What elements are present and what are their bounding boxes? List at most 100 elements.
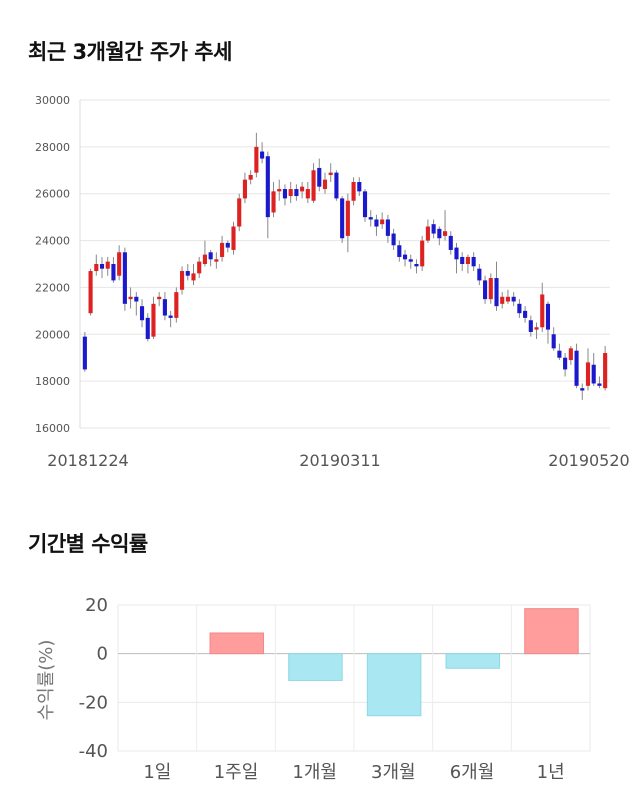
candle-body — [597, 383, 602, 386]
candle-body — [408, 259, 413, 262]
candle-body — [442, 231, 448, 236]
return-bar — [209, 632, 265, 655]
y-tick-label: 0 — [97, 644, 108, 665]
candle-body — [185, 271, 190, 276]
candle-body — [494, 278, 499, 307]
candle-body — [139, 306, 145, 321]
candle-body — [380, 219, 385, 225]
candle-body — [271, 191, 276, 213]
candle-body — [574, 350, 579, 386]
candle-body — [214, 259, 219, 262]
y-tick-label: 16000 — [35, 422, 70, 435]
candle-body — [168, 315, 173, 318]
candle-body — [208, 252, 213, 260]
candle-body — [551, 334, 556, 349]
candle-body — [420, 240, 425, 267]
candle-body — [385, 219, 390, 236]
candle-body — [425, 226, 430, 241]
candle-body — [117, 252, 122, 276]
y-tick-label: 20 — [85, 595, 108, 616]
candle-body — [174, 292, 179, 318]
candle-body — [523, 310, 528, 318]
x-tick-label: 20190311 — [299, 451, 380, 470]
candle-body — [254, 146, 259, 173]
candle-body — [288, 189, 293, 197]
candle-body — [197, 261, 202, 274]
return-bar — [524, 608, 579, 655]
candle-body — [202, 254, 207, 264]
candle-body — [105, 261, 110, 269]
candle-body — [591, 364, 596, 384]
candle-body — [191, 273, 196, 281]
candle-body — [231, 226, 236, 250]
candle-body — [134, 296, 139, 302]
candle-body — [563, 357, 568, 370]
candle-body — [151, 303, 156, 337]
candle-body — [328, 172, 333, 175]
candle-body — [94, 264, 99, 272]
candle-body — [99, 264, 105, 269]
candle-body — [534, 327, 539, 330]
candle-body — [277, 189, 282, 192]
candle-body — [111, 264, 116, 281]
x-category-label: 6개월 — [450, 762, 495, 783]
return-bar — [288, 653, 343, 681]
candle-body — [517, 303, 522, 314]
candle-body — [128, 296, 133, 300]
candle-body — [603, 353, 608, 389]
candle-body — [557, 350, 562, 358]
x-category-label: 1일 — [143, 762, 171, 783]
x-category-label: 1개월 — [292, 762, 337, 783]
candle-body — [340, 198, 345, 239]
y-tick-label: 26000 — [35, 188, 70, 201]
x-tick-label: 20181224 — [47, 451, 128, 470]
candle-body — [483, 280, 488, 300]
candle-body — [157, 296, 162, 300]
candle-body — [317, 167, 322, 187]
candle-body — [334, 172, 339, 199]
y-axis-label: 수익률(%) — [36, 640, 57, 721]
candle-body — [311, 170, 316, 201]
candle-body — [580, 388, 585, 391]
candle-body — [242, 179, 248, 199]
y-tick-label: 24000 — [35, 235, 70, 248]
candle-body — [300, 186, 305, 192]
candle-body — [402, 254, 408, 260]
candle-body — [237, 198, 242, 227]
candle-body — [368, 217, 373, 220]
candle-body — [500, 296, 505, 304]
candle-body — [511, 296, 516, 302]
y-tick-label: 20000 — [35, 328, 70, 341]
y-tick-label: 18000 — [35, 375, 70, 388]
candle-body — [220, 242, 225, 257]
candle-body — [351, 182, 356, 201]
candle-body — [265, 156, 270, 218]
candle-body — [477, 268, 482, 281]
candle-body — [505, 296, 511, 302]
candle-body — [448, 235, 453, 250]
x-category-label: 3개월 — [371, 762, 416, 783]
candle-body — [488, 278, 493, 300]
candlestick-chart: 16000 18000 20000 22000 24000 26000 28000 30000… — [35, 94, 630, 470]
candle-body — [362, 191, 368, 218]
candle-body — [431, 224, 436, 234]
period-return-title: 기간별 수익률 — [28, 532, 148, 556]
y-tick-label: -40 — [79, 741, 108, 762]
candle-body — [460, 256, 465, 264]
candle-body — [465, 256, 470, 264]
candle-body — [345, 200, 350, 236]
stock-trend-title: 최근 3개월간 주가 추세 — [28, 40, 232, 64]
candle-body — [437, 228, 442, 239]
candle-body — [545, 303, 551, 330]
candle-body — [82, 336, 87, 370]
candle-body — [162, 299, 167, 316]
candle-body — [471, 256, 476, 267]
candle-body — [414, 264, 419, 267]
return-bar — [445, 653, 501, 669]
candle-body — [391, 233, 396, 246]
candle-body — [528, 320, 533, 332]
candle-body — [179, 271, 185, 290]
return-bar — [366, 653, 422, 717]
candle-body — [454, 247, 459, 260]
